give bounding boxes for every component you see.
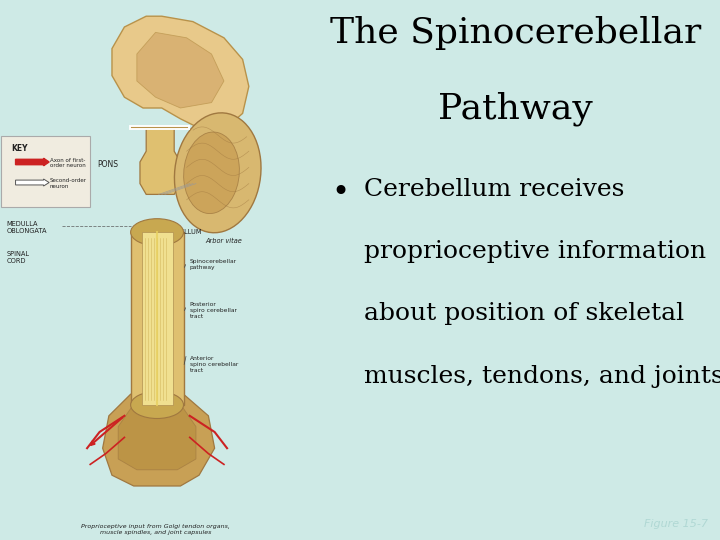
Text: Anterior
spino cerebellar
tract: Anterior spino cerebellar tract bbox=[190, 356, 238, 373]
Polygon shape bbox=[140, 127, 181, 194]
Text: Spinocerebellar
pathway: Spinocerebellar pathway bbox=[190, 259, 237, 270]
Bar bbox=[130, 232, 184, 405]
Text: •: • bbox=[331, 178, 350, 207]
Text: The Spinocerebellar: The Spinocerebellar bbox=[330, 16, 701, 50]
Text: muscles, tendons, and joints: muscles, tendons, and joints bbox=[364, 364, 720, 388]
Text: Arbor vitae: Arbor vitae bbox=[205, 238, 243, 244]
Text: about position of skeletal: about position of skeletal bbox=[364, 302, 684, 326]
Text: PONS: PONS bbox=[97, 160, 118, 169]
Text: Axon of first-
order neuron: Axon of first- order neuron bbox=[50, 158, 86, 168]
Text: Second-order
neuron: Second-order neuron bbox=[50, 178, 87, 189]
Polygon shape bbox=[118, 400, 196, 470]
Text: Posterior
spiro cerebellar
tract: Posterior spiro cerebellar tract bbox=[190, 302, 237, 319]
FancyBboxPatch shape bbox=[1, 136, 89, 207]
FancyArrow shape bbox=[16, 158, 49, 166]
Ellipse shape bbox=[184, 132, 239, 213]
Text: Proprioceptive input from Golgi tendon organs,
muscle spindles, and joint capsul: Proprioceptive input from Golgi tendon o… bbox=[81, 524, 230, 535]
Text: KEY: KEY bbox=[11, 144, 27, 153]
Text: CEREBELLUM: CEREBELLUM bbox=[158, 230, 202, 235]
FancyArrow shape bbox=[16, 179, 49, 186]
Polygon shape bbox=[137, 32, 224, 108]
Text: SPINAL
CORD: SPINAL CORD bbox=[6, 251, 30, 264]
Ellipse shape bbox=[174, 113, 261, 233]
Text: Pathway: Pathway bbox=[438, 92, 593, 126]
Text: proprioceptive information: proprioceptive information bbox=[364, 240, 706, 264]
Polygon shape bbox=[103, 394, 215, 486]
Polygon shape bbox=[112, 16, 249, 130]
Text: MEDULLA
OBLONGATA: MEDULLA OBLONGATA bbox=[6, 221, 47, 234]
Text: Figure 15-7: Figure 15-7 bbox=[644, 519, 708, 529]
Bar bbox=[142, 232, 173, 405]
Text: Cerebellum receives: Cerebellum receives bbox=[364, 178, 624, 201]
Ellipse shape bbox=[130, 392, 184, 418]
Ellipse shape bbox=[130, 219, 184, 246]
